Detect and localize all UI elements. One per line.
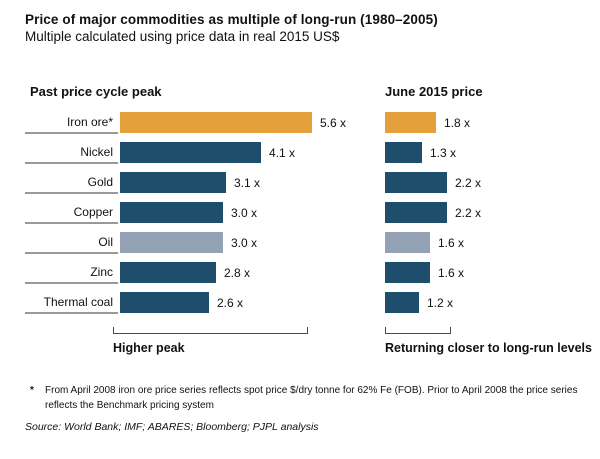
chart-subtitle: Multiple calculated using price data in …: [25, 29, 340, 44]
category-cell: Oil: [25, 231, 118, 254]
category-cell: Zinc: [25, 261, 118, 284]
chart-title: Price of major commodities as multiple o…: [25, 12, 438, 27]
chart-row-copper: Copper 3.0 x 2.2 x: [25, 194, 600, 224]
past-peak-bar: [120, 262, 216, 283]
past-peak-bar-group: 3.1 x: [120, 171, 260, 194]
june-2015-bar: [385, 292, 419, 313]
past-peak-value-label: 2.6 x: [217, 295, 244, 310]
june-2015-bar-group: 1.6 x: [385, 231, 464, 254]
right-panel-heading: June 2015 price: [385, 84, 483, 99]
june-2015-value-label: 2.2 x: [455, 205, 482, 220]
chart-row-iron-ore: Iron ore* 5.6 x 1.8 x: [25, 104, 600, 134]
past-peak-bar: [120, 292, 209, 313]
june-2015-bar-group: 1.3 x: [385, 141, 456, 164]
category-label: Zinc: [90, 264, 113, 279]
right-range-bracket: [385, 327, 451, 334]
past-peak-value-label: 3.0 x: [231, 235, 258, 250]
chart-rows: Iron ore* 5.6 x 1.8 x Nickel 4.1 x 1.3 x…: [25, 104, 600, 314]
past-peak-value-label: 3.0 x: [231, 205, 258, 220]
june-2015-bar-group: 1.6 x: [385, 261, 464, 284]
category-label: Thermal coal: [43, 294, 113, 309]
chart-row-zinc: Zinc 2.8 x 1.6 x: [25, 254, 600, 284]
footnote: * From April 2008 iron ore price series …: [30, 383, 590, 413]
past-peak-bar-group: 2.8 x: [120, 261, 250, 284]
june-2015-bar-group: 2.2 x: [385, 171, 481, 194]
footnote-text: From April 2008 iron ore price series re…: [45, 385, 578, 411]
right-bracket-caption: Returning closer to long-run levels: [385, 341, 592, 355]
june-2015-bar: [385, 112, 436, 133]
june-2015-value-label: 1.3 x: [430, 145, 457, 160]
past-peak-bar-group: 3.0 x: [120, 201, 257, 224]
past-peak-bar-group: 5.6 x: [120, 111, 346, 134]
june-2015-value-label: 1.6 x: [438, 235, 465, 250]
category-label: Iron ore*: [66, 114, 113, 129]
past-peak-bar: [120, 142, 261, 163]
june-2015-bar: [385, 202, 447, 223]
june-2015-value-label: 1.2 x: [427, 295, 454, 310]
source-line: Source: World Bank; IMF; ABARES; Bloombe…: [25, 421, 319, 433]
june-2015-bar-group: 1.8 x: [385, 111, 470, 134]
category-label: Nickel: [80, 144, 113, 159]
chart-row-nickel: Nickel 4.1 x 1.3 x: [25, 134, 600, 164]
footnote-marker: *: [30, 385, 34, 396]
past-peak-bar: [120, 232, 223, 253]
left-panel-heading: Past price cycle peak: [30, 84, 162, 99]
june-2015-value-label: 2.2 x: [455, 175, 482, 190]
past-peak-value-label: 4.1 x: [269, 145, 296, 160]
june-2015-bar: [385, 142, 422, 163]
category-cell: Iron ore*: [25, 111, 118, 134]
category-label: Oil: [98, 234, 113, 249]
june-2015-bar-group: 2.2 x: [385, 201, 481, 224]
past-peak-bar-group: 4.1 x: [120, 141, 295, 164]
past-peak-bar: [120, 172, 226, 193]
category-label: Copper: [73, 204, 113, 219]
category-cell: Gold: [25, 171, 118, 194]
chart-row-oil: Oil 3.0 x 1.6 x: [25, 224, 600, 254]
past-peak-bar-group: 2.6 x: [120, 291, 243, 314]
june-2015-bar-group: 1.2 x: [385, 291, 453, 314]
chart-row-thermal-coal: Thermal coal 2.6 x 1.2 x: [25, 284, 600, 314]
past-peak-value-label: 3.1 x: [234, 175, 261, 190]
category-label: Gold: [87, 174, 113, 189]
june-2015-value-label: 1.8 x: [444, 115, 471, 130]
category-cell: Thermal coal: [25, 291, 118, 314]
june-2015-bar: [385, 232, 430, 253]
left-bracket-caption: Higher peak: [113, 341, 185, 355]
left-range-bracket: [113, 327, 308, 334]
category-cell: Copper: [25, 201, 118, 224]
june-2015-value-label: 1.6 x: [438, 265, 465, 280]
past-peak-bar: [120, 202, 223, 223]
past-peak-value-label: 2.8 x: [224, 265, 251, 280]
chart-row-gold: Gold 3.1 x 2.2 x: [25, 164, 600, 194]
category-cell: Nickel: [25, 141, 118, 164]
past-peak-bar-group: 3.0 x: [120, 231, 257, 254]
past-peak-bar: [120, 112, 312, 133]
june-2015-bar: [385, 172, 447, 193]
june-2015-bar: [385, 262, 430, 283]
past-peak-value-label: 5.6 x: [320, 115, 347, 130]
